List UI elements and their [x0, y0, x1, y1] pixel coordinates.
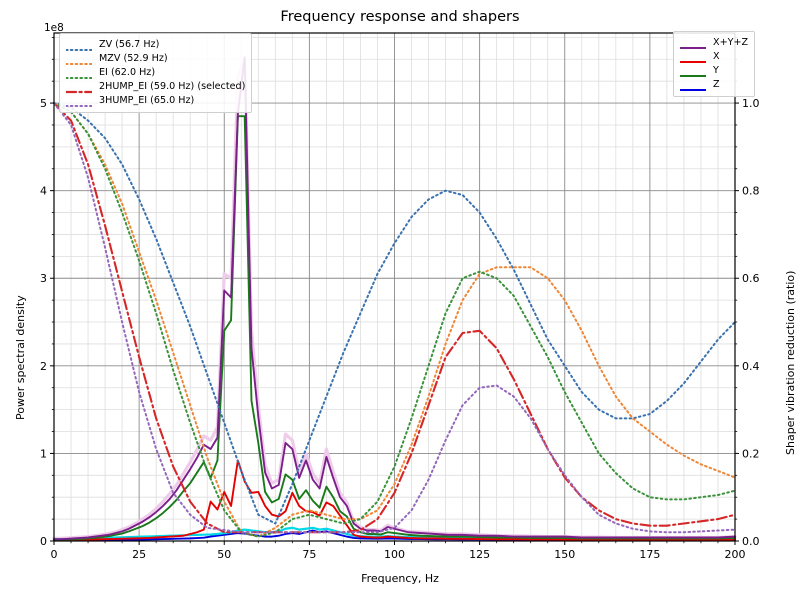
svg-text:25: 25 — [132, 548, 146, 561]
legend-item-shaper-0[interactable]: ZV (56.7 Hz) — [65, 38, 245, 52]
legend-label: Y — [713, 65, 719, 76]
legend-item-shaper-4[interactable]: 3HUMP_EI (65.0 Hz) — [65, 94, 245, 108]
legend-item-shaper-1[interactable]: MZV (52.9 Hz) — [65, 52, 245, 66]
legend-label: 2HUMP_EI (59.0 Hz) (selected) — [99, 81, 246, 92]
svg-text:0.6: 0.6 — [742, 272, 760, 285]
svg-text:0.2: 0.2 — [742, 447, 760, 460]
legend-label: 3HUMP_EI (65.0 Hz) — [99, 95, 195, 106]
psd-line-Y — [53, 115, 736, 541]
legend-item-axis-0[interactable]: X+Y+Z — [679, 36, 749, 50]
svg-text:4: 4 — [40, 185, 47, 198]
svg-text:1: 1 — [40, 447, 47, 460]
legend-label: EI (62.0 Hz) — [99, 67, 156, 78]
y-axis-offset-text: 1e8 — [44, 22, 64, 34]
svg-text:3: 3 — [40, 272, 47, 285]
x-axis-label: Frequency, Hz — [361, 572, 439, 585]
legend-key-swatch — [65, 54, 93, 65]
svg-text:0.8: 0.8 — [742, 185, 760, 198]
legend-key-swatch — [679, 52, 707, 63]
svg-text:5: 5 — [40, 97, 47, 110]
legend-key-swatch — [64, 82, 94, 94]
psd-line-X — [53, 459, 736, 542]
svg-text:1.0: 1.0 — [742, 97, 760, 110]
legend-key-swatch — [679, 38, 707, 49]
legend-label: MZV (52.9 Hz) — [99, 53, 168, 64]
svg-text:0: 0 — [40, 535, 47, 548]
svg-text:0: 0 — [51, 548, 58, 561]
svg-text:2: 2 — [40, 360, 47, 373]
shaper-line-2HUMP_EI — [52, 102, 737, 534]
svg-text:100: 100 — [384, 548, 405, 561]
legend-label: X — [713, 51, 720, 62]
svg-text:175: 175 — [639, 548, 660, 561]
legend-axes: X+Y+Z X Y Z — [673, 31, 756, 97]
legend-item-shaper-3[interactable]: 2HUMP_EI (59.0 Hz) (selected) — [64, 80, 246, 94]
legend-item-axis-1[interactable]: X — [679, 50, 748, 64]
legend-label: ZV (56.7 Hz) — [99, 39, 160, 50]
svg-text:50: 50 — [217, 548, 231, 561]
legend-item-axis-3[interactable]: Z — [679, 78, 748, 92]
legend-item-axis-2[interactable]: Y — [679, 64, 748, 78]
legend-item-shaper-2[interactable]: EI (62.0 Hz) — [65, 66, 245, 80]
chart-title: Frequency response and shapers — [280, 9, 520, 25]
legend-key-swatch — [65, 96, 93, 107]
psd-line-X+Y+Z — [53, 56, 736, 541]
legend-shapers: ZV (56.7 Hz) MZV (52.9 Hz) EI (62.0 Hz) 2HU… — [59, 33, 253, 113]
legend-label: X+Y+Z — [713, 37, 749, 48]
legend-key-swatch — [679, 66, 707, 77]
legend-key-swatch — [65, 68, 93, 79]
svg-text:150: 150 — [554, 548, 575, 561]
svg-text:200: 200 — [725, 548, 746, 561]
legend-label: Z — [713, 79, 720, 90]
svg-text:0.0: 0.0 — [742, 535, 760, 548]
legend-key-swatch — [65, 40, 93, 51]
shaper-line-EI — [53, 102, 736, 538]
legend-key-swatch — [679, 80, 707, 91]
svg-text:75: 75 — [302, 548, 316, 561]
shaper-line-3HUMP_EI — [53, 102, 736, 534]
shaper-line-MZV — [53, 102, 736, 538]
svg-text:0.4: 0.4 — [742, 360, 760, 373]
shaper-line-ZV — [53, 102, 736, 525]
svg-text:125: 125 — [469, 548, 490, 561]
